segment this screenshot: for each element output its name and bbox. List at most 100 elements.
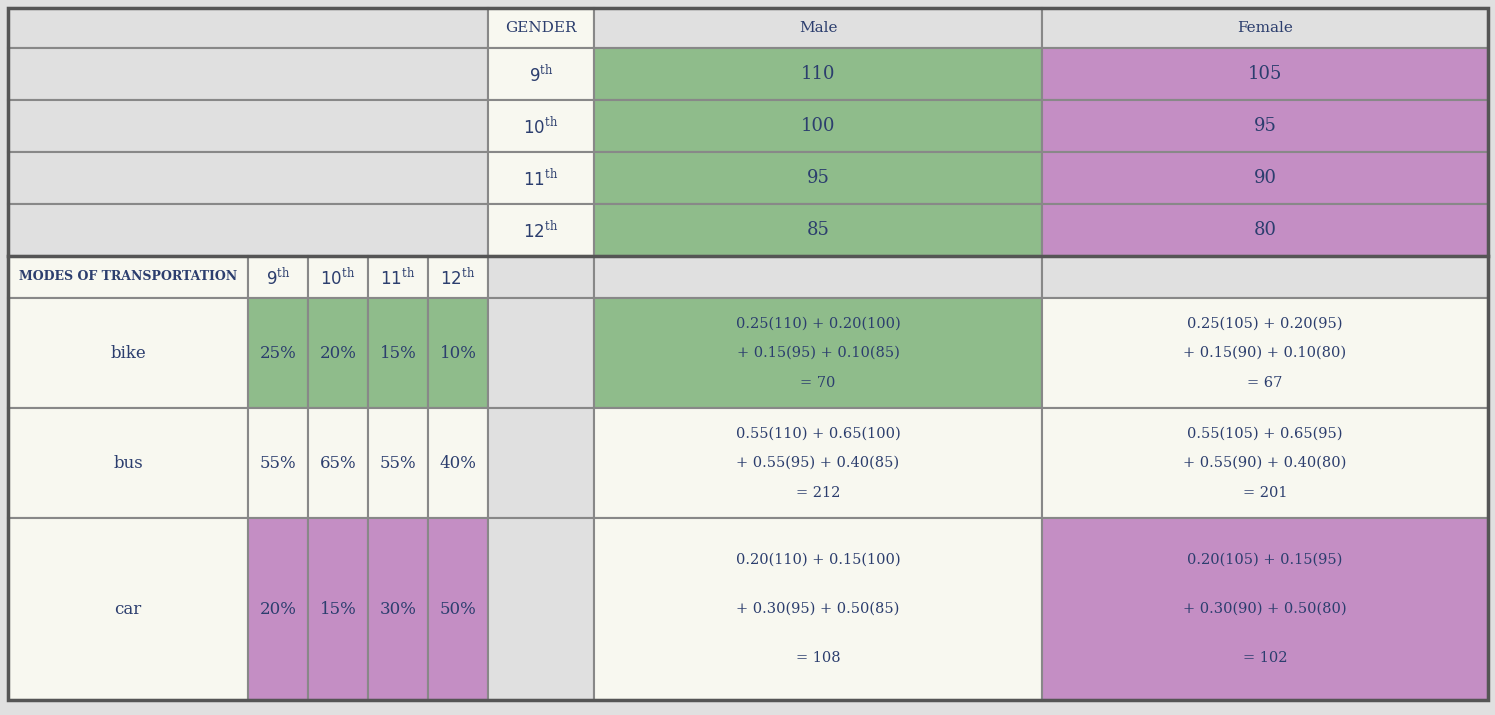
Bar [487, 408, 594, 518]
Bar [428, 298, 487, 408]
Text: = 67: = 67 [1247, 375, 1283, 390]
Text: $10^{\mathregular{th}}$: $10^{\mathregular{th}}$ [523, 115, 559, 137]
Text: $12^{\mathregular{th}}$: $12^{\mathregular{th}}$ [441, 266, 475, 288]
Text: bus: bus [114, 455, 144, 471]
Text: 20%: 20% [320, 345, 356, 362]
Bar [487, 204, 594, 256]
Text: 30%: 30% [380, 601, 417, 618]
Text: 15%: 15% [380, 345, 417, 362]
Bar [368, 256, 428, 298]
Text: 10%: 10% [440, 345, 477, 362]
Bar [594, 298, 1042, 408]
Bar [1042, 408, 1488, 518]
Bar [368, 518, 428, 700]
Text: 105: 105 [1248, 65, 1283, 83]
Text: 20%: 20% [260, 601, 296, 618]
Bar [7, 256, 248, 298]
Text: + 0.55(90) + 0.40(80): + 0.55(90) + 0.40(80) [1184, 456, 1347, 470]
Bar [1042, 48, 1488, 100]
Bar [487, 298, 594, 408]
Bar [1042, 152, 1488, 204]
Text: + 0.55(95) + 0.40(85): + 0.55(95) + 0.40(85) [737, 456, 900, 470]
Bar [1042, 298, 1488, 408]
Text: 110: 110 [801, 65, 836, 83]
Bar [1042, 204, 1488, 256]
Bar [428, 408, 487, 518]
Bar [594, 48, 1042, 100]
Bar [1042, 256, 1488, 298]
Text: + 0.15(90) + 0.10(80): + 0.15(90) + 0.10(80) [1184, 346, 1347, 360]
Text: $9^{\mathregular{th}}$: $9^{\mathregular{th}}$ [529, 63, 553, 85]
Bar [368, 408, 428, 518]
Bar [308, 256, 368, 298]
Text: = 108: = 108 [795, 651, 840, 665]
Bar [428, 256, 487, 298]
Text: $12^{\mathregular{th}}$: $12^{\mathregular{th}}$ [523, 219, 559, 241]
Bar [7, 204, 487, 256]
Bar [487, 100, 594, 152]
Bar [7, 8, 487, 48]
Bar [7, 298, 248, 408]
Text: 65%: 65% [320, 455, 356, 471]
Text: 55%: 55% [260, 455, 296, 471]
Bar [7, 518, 248, 700]
Bar [594, 408, 1042, 518]
Bar [487, 518, 594, 700]
Text: = 212: = 212 [795, 485, 840, 500]
Text: = 201: = 201 [1242, 485, 1287, 500]
Text: Male: Male [798, 21, 837, 35]
Bar [594, 8, 1042, 48]
Text: = 70: = 70 [800, 375, 836, 390]
Text: 25%: 25% [260, 345, 296, 362]
Text: 90: 90 [1253, 169, 1277, 187]
Bar [594, 256, 1042, 298]
Text: 95: 95 [807, 169, 830, 187]
Text: + 0.30(90) + 0.50(80): + 0.30(90) + 0.50(80) [1183, 602, 1347, 616]
Bar [487, 48, 594, 100]
Bar [487, 8, 594, 48]
Bar [248, 298, 308, 408]
Bar [248, 408, 308, 518]
Text: car: car [115, 601, 142, 618]
Text: 80: 80 [1253, 221, 1277, 239]
Bar [7, 152, 487, 204]
Text: GENDER: GENDER [505, 21, 577, 35]
Text: 0.55(105) + 0.65(95): 0.55(105) + 0.65(95) [1187, 426, 1343, 440]
Bar [248, 256, 308, 298]
Text: 0.25(110) + 0.20(100): 0.25(110) + 0.20(100) [736, 316, 900, 330]
Text: $11^{\mathregular{th}}$: $11^{\mathregular{th}}$ [523, 167, 559, 189]
Text: 0.25(105) + 0.20(95): 0.25(105) + 0.20(95) [1187, 316, 1343, 330]
Bar [594, 518, 1042, 700]
Text: MODES OF TRANSPORTATION: MODES OF TRANSPORTATION [19, 270, 238, 284]
Text: Female: Female [1236, 21, 1293, 35]
Text: $9^{\mathregular{th}}$: $9^{\mathregular{th}}$ [266, 266, 290, 288]
Text: + 0.15(95) + 0.10(85): + 0.15(95) + 0.10(85) [737, 346, 900, 360]
Text: 55%: 55% [380, 455, 416, 471]
Bar [594, 152, 1042, 204]
Bar [428, 518, 487, 700]
Bar [594, 204, 1042, 256]
Bar [594, 100, 1042, 152]
Bar [1042, 100, 1488, 152]
Text: = 102: = 102 [1242, 651, 1287, 665]
Text: 15%: 15% [320, 601, 356, 618]
Text: 40%: 40% [440, 455, 477, 471]
Bar [7, 408, 248, 518]
Bar [368, 298, 428, 408]
Text: 100: 100 [801, 117, 836, 135]
Text: 0.55(110) + 0.65(100): 0.55(110) + 0.65(100) [736, 426, 900, 440]
Text: 50%: 50% [440, 601, 477, 618]
Bar [248, 518, 308, 700]
Text: $11^{\mathregular{th}}$: $11^{\mathregular{th}}$ [380, 266, 416, 288]
Text: 85: 85 [807, 221, 830, 239]
Bar [487, 152, 594, 204]
Text: 0.20(105) + 0.15(95): 0.20(105) + 0.15(95) [1187, 553, 1343, 567]
Text: 0.20(110) + 0.15(100): 0.20(110) + 0.15(100) [736, 553, 900, 567]
Bar [7, 48, 487, 100]
Bar [308, 518, 368, 700]
Text: $10^{\mathregular{th}}$: $10^{\mathregular{th}}$ [320, 266, 356, 288]
Text: 95: 95 [1254, 117, 1277, 135]
Text: bike: bike [111, 345, 147, 362]
Bar [1042, 518, 1488, 700]
Text: + 0.30(95) + 0.50(85): + 0.30(95) + 0.50(85) [737, 602, 900, 616]
